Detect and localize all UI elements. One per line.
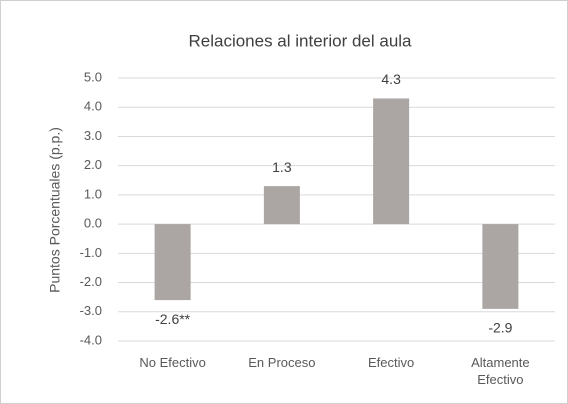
data-label: 1.3 bbox=[272, 159, 292, 175]
data-label: -2.6** bbox=[155, 311, 191, 327]
y-tick-label: 4.0 bbox=[84, 99, 102, 114]
bar bbox=[263, 186, 300, 225]
y-tick-label: 2.0 bbox=[84, 157, 102, 172]
y-axis-label: Puntos Porcentuales (p.p.) bbox=[47, 127, 63, 293]
x-tick-label: Efectivo bbox=[368, 355, 415, 370]
x-tick-label: Altamente Efectivo bbox=[471, 355, 530, 387]
y-tick-label: -4.0 bbox=[80, 332, 102, 347]
chart-title: Relaciones al interior del aula bbox=[188, 31, 412, 50]
data-label: -2.9 bbox=[488, 320, 512, 336]
data-label: 4.3 bbox=[381, 71, 401, 87]
bar bbox=[482, 224, 519, 309]
bar bbox=[373, 98, 410, 225]
x-tick-label: No Efectivo bbox=[139, 355, 206, 370]
x-tick-label: En Proceso bbox=[248, 355, 316, 370]
y-tick-label: 1.0 bbox=[84, 186, 102, 201]
y-tick-label: -2.0 bbox=[80, 274, 102, 289]
y-tick-label: 5.0 bbox=[84, 69, 102, 84]
y-tick-label: 3.0 bbox=[84, 128, 102, 143]
y-tick-label: -3.0 bbox=[80, 303, 102, 318]
y-tick-label: -1.0 bbox=[80, 245, 102, 260]
y-tick-label: 0.0 bbox=[84, 216, 102, 231]
bar bbox=[154, 224, 191, 301]
